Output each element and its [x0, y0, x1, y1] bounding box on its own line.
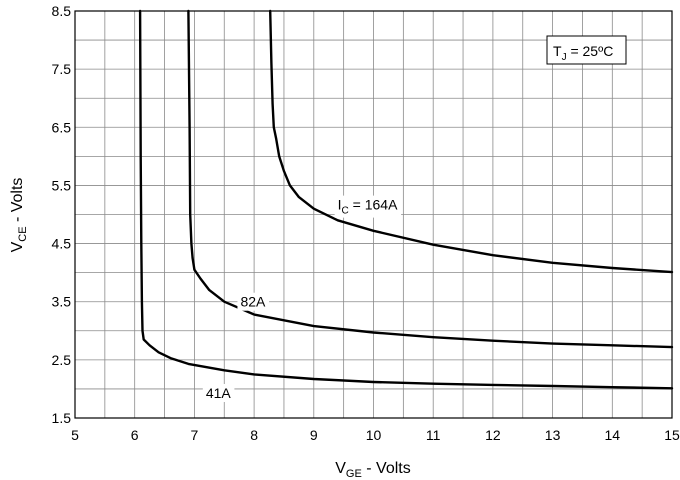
- series-label-background: [237, 292, 270, 311]
- series-label-2: 82A: [237, 292, 270, 311]
- x-tick-label: 15: [664, 427, 680, 443]
- x-tick-label: 11: [426, 427, 441, 443]
- series-label-text: 41A: [206, 385, 232, 401]
- x-tick-label: 13: [545, 427, 561, 443]
- series-label-3: 41A: [202, 383, 235, 402]
- series-label-1: IC = 164A: [334, 195, 402, 218]
- y-axis-label: VCE - Volts: [9, 178, 29, 253]
- y-tick-label: 6.5: [52, 119, 72, 135]
- x-axis-label: VGE - Volts: [335, 460, 410, 480]
- grid: [74, 10, 673, 419]
- x-tick-labels: 5 6 7 8 9 10 11 12 13 14 15: [71, 427, 680, 443]
- x-tick-label: 14: [605, 427, 621, 443]
- y-tick-label: 8.5: [52, 3, 72, 19]
- plot-frame: [74, 10, 673, 419]
- y-tick-label: 7.5: [52, 61, 72, 77]
- y-tick-label: 5.5: [52, 177, 72, 193]
- tj-annotation-text: TJ = 25ºC: [553, 43, 613, 63]
- y-tick-label: 1.5: [52, 410, 72, 426]
- series-line-1: [269, 9, 674, 274]
- series-label-background: [202, 383, 235, 402]
- series-labels: IC = 164A 82A 41A: [202, 195, 402, 402]
- x-tick-label: 9: [310, 427, 318, 443]
- y-tick-labels: 1.5 2.5 3.5 4.5 5.5 6.5 7.5 8.5: [52, 3, 72, 426]
- x-tick-label: 7: [191, 427, 199, 443]
- y-tick-label: 2.5: [52, 352, 72, 368]
- series-label-text: 82A: [240, 294, 266, 310]
- tj-annotation-box: TJ = 25ºC: [546, 35, 627, 65]
- x-tick-label: 5: [71, 427, 79, 443]
- x-tick-label: 8: [250, 427, 258, 443]
- series-line-3: [138, 9, 674, 390]
- y-tick-label: 4.5: [52, 236, 72, 252]
- tj-annotation-frame: [546, 35, 627, 65]
- x-tick-label: 10: [366, 427, 382, 443]
- y-tick-label: 3.5: [52, 294, 72, 310]
- series-label-text: IC = 164A: [338, 197, 398, 217]
- series-line-2: [187, 9, 674, 349]
- curves: [138, 9, 674, 390]
- series-label-background: [334, 195, 402, 218]
- x-tick-label: 6: [131, 427, 139, 443]
- x-tick-label: 12: [485, 427, 501, 443]
